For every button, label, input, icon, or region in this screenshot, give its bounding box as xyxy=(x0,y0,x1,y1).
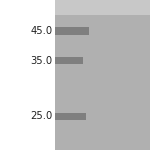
Bar xyxy=(55,15,150,150)
Text: 25.0: 25.0 xyxy=(30,111,52,121)
Bar xyxy=(55,112,86,120)
Bar xyxy=(55,0,150,15)
Text: 45.0: 45.0 xyxy=(30,26,52,36)
Text: 35.0: 35.0 xyxy=(30,56,52,66)
Bar xyxy=(55,57,83,64)
Bar xyxy=(55,27,89,35)
